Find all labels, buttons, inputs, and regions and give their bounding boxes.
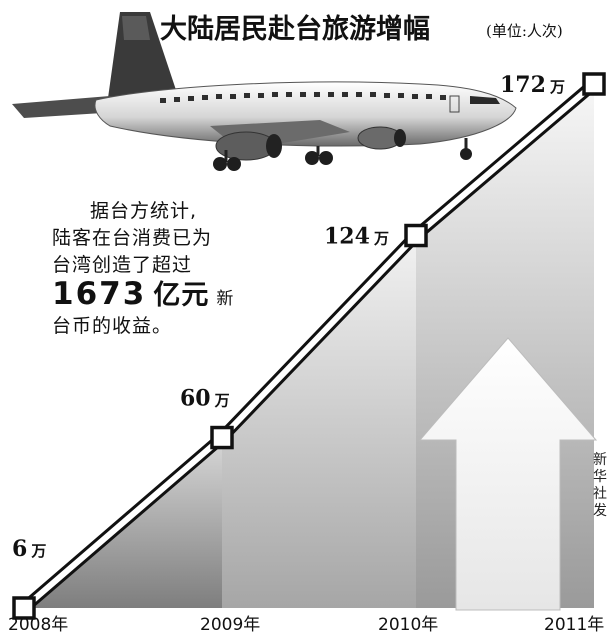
data-point-marker [210,425,234,450]
data-point-marker [404,223,428,248]
value-label-number: 60 [180,386,211,412]
note-amount: 1673 [52,276,147,312]
note-amount-unit: 亿元 [153,280,210,311]
side-credit: 新华社发 [593,452,607,519]
note-line-5: 台币的收益。 [52,315,173,337]
data-point-marker [12,596,36,620]
data-point-marker [582,72,606,96]
markers [12,72,606,620]
value-label: 172 万 [500,72,565,98]
x-tick-label: 2010年 [378,615,438,634]
x-tick-label: 2011年 [544,615,604,634]
note-line-1: 据台方统计, [90,200,198,222]
value-label-unit: 万 [373,230,389,248]
value-label: 124 万 [324,224,389,250]
value-label-unit: 万 [549,78,565,96]
chart-title: 大陆居民赴台旅游增幅 [160,13,430,45]
value-label-number: 6 [12,536,27,562]
x-axis-ticks: 2008年 2009年 2010年 2011年 [8,615,604,635]
x-tick-label: 2009年 [200,615,260,634]
series-line [20,79,598,613]
value-label-unit: 万 [214,392,230,410]
series-line-inner [22,81,596,611]
note-line-4-tail: 新 [216,289,235,309]
value-label-number: 124 [324,224,370,250]
chart-unit-note: (单位:人次) [486,22,563,40]
up-arrow-icon [418,337,598,611]
annotation-note: 据台方统计, 陆客在台消费已为 台湾创造了超过 1673 亿元 新 台币的收益。 [52,198,252,340]
note-line-3: 台湾创造了超过 [52,254,193,276]
note-line-2: 陆客在台消费已为 [52,227,213,249]
area-segment-2009年 [222,235,416,608]
value-label: 60 万 [180,386,230,412]
value-label-number: 172 [500,72,546,98]
value-label-unit: 万 [30,542,46,560]
x-tick-label: 2008年 [8,615,68,634]
airplane-icon [12,12,517,171]
